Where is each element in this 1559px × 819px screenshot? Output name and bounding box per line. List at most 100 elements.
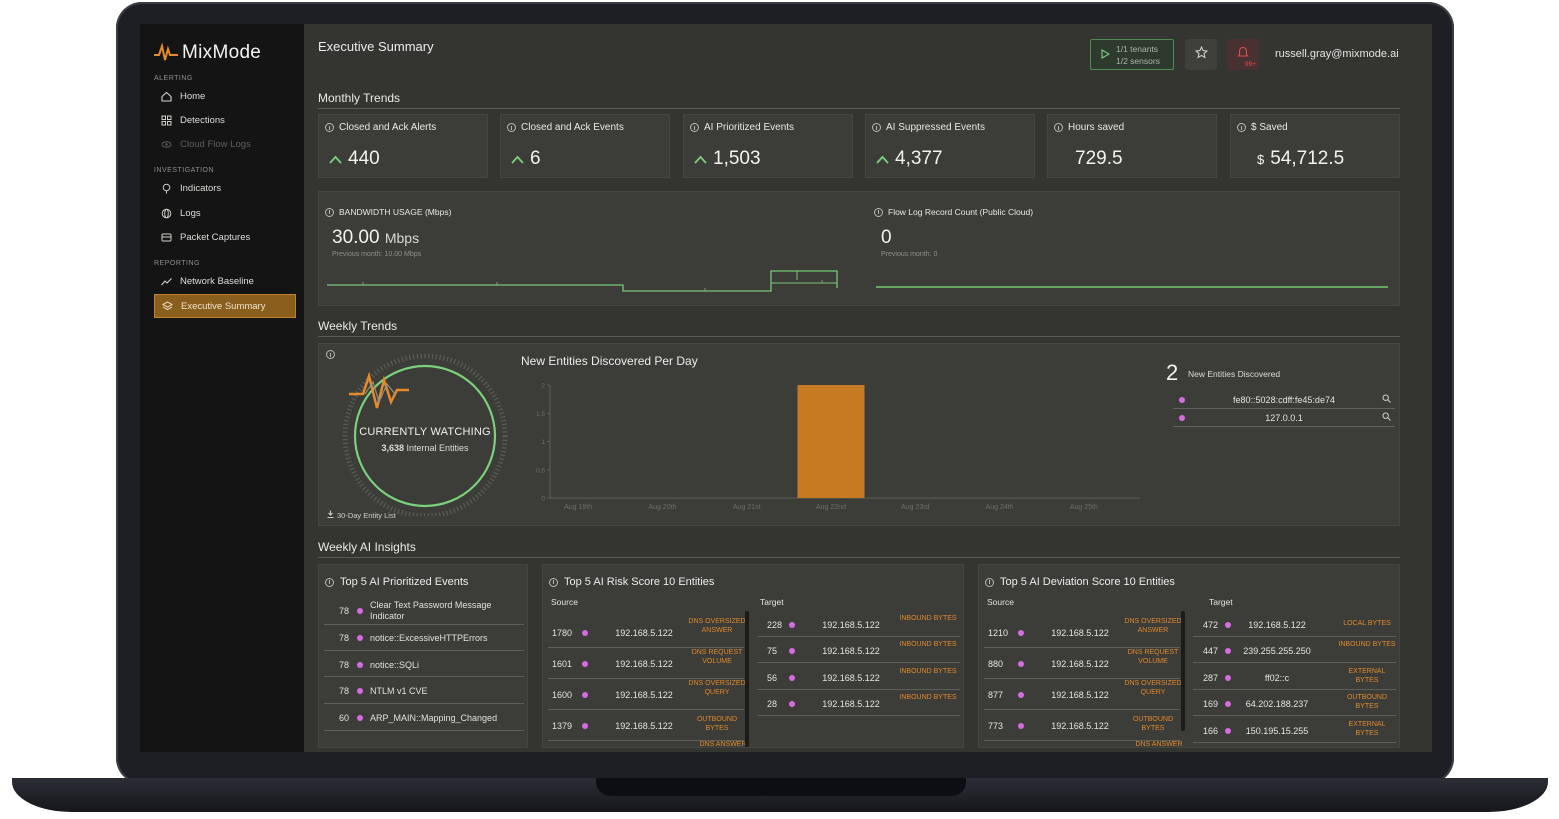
table-row[interactable]: 1379 192.168.5.122 OUTBOUND BYTES [548,710,744,741]
ip-address: 192.168.5.122 [615,721,673,731]
search-icon[interactable] [1382,394,1391,405]
watching-count: 3,638 [381,443,404,453]
info-icon[interactable] [874,207,883,217]
event-name: notice::ExcessiveHTTPErrors [370,633,488,643]
sidebar-item-detections[interactable]: Detections [154,108,296,132]
info-icon[interactable] [507,123,516,132]
kpi-value: $54,712.5 [1257,148,1344,170]
metric-tag: LOCAL BYTES [1343,620,1391,627]
metric-tag: INBOUND BYTES [899,641,957,649]
table-row[interactable]: 169 64.202.188.237 OUTBOUND BYTES [1193,690,1396,717]
target-column-header: Target [1209,597,1233,607]
kpi-label: Closed and Ack Alerts [325,122,436,133]
entity-row[interactable]: fe80::5028:cdff:fe45:de74 [1173,392,1395,409]
kpi-value: 6 [511,148,541,170]
entity-dot [582,723,588,729]
entity-address: fe80::5028:cdff:fe45:de74 [1233,395,1335,405]
info-icon[interactable] [1054,123,1063,132]
x-tick-label: Aug 25th [1070,504,1098,511]
favorite-button[interactable] [1185,39,1217,70]
scrollbar[interactable] [745,611,749,747]
table-row[interactable]: 1210 192.168.5.122 DNS OVERSIZED ANSWER [984,617,1182,648]
info-icon[interactable] [325,123,334,132]
brand-logo[interactable]: MixMode [154,42,261,64]
info-icon[interactable] [690,123,699,132]
list-item[interactable]: 78 notice::ExcessiveHTTPErrors [324,625,524,651]
table-row[interactable]: 447 239.255.255.250 INBOUND BYTES [1193,637,1396,664]
sidebar-item-network-baseline[interactable]: Network Baseline [154,269,296,293]
ip-address: 192.168.5.122 [822,699,880,710]
usage-card: BANDWIDTH USAGE (Mbps) 30.00 Mbps Previo… [318,191,1400,306]
table-row[interactable]: 166 150.195.15.255 EXTERNAL BYTES [1193,717,1396,743]
list-item[interactable]: 60 ARP_MAIN::Mapping_Changed [324,704,524,731]
table-row[interactable]: 880 192.168.5.122 DNS REQUEST VOLUME [984,648,1180,679]
entity-dot [1225,648,1231,655]
entity-dot [1225,622,1231,628]
event-dot [357,688,363,694]
ip-address: 192.168.5.122 [1051,628,1109,638]
table-row[interactable]: 1600 192.168.5.122 DNS OVERSIZED QUERY [548,679,746,710]
source-column-header: Source [551,597,578,607]
score: 773 [988,721,1004,731]
trend-up-icon [511,151,524,168]
flowlog-label: Flow Log Record Count (Public Cloud) [874,207,1033,217]
table-row[interactable]: 773 192.168.5.122 OUTBOUND BYTES [984,710,1180,741]
kpi-card: AI Prioritized Events 1,503 [683,114,853,178]
watching-subtitle: 3,638 Internal Entities [349,443,501,453]
grid-icon [161,115,172,126]
sidebar-item-executive-summary[interactable]: Executive Summary [154,294,296,318]
flowlog-value: 0 [881,227,892,248]
table-row[interactable]: 472 192.168.5.122 LOCAL BYTES [1193,611,1396,637]
table-row[interactable]: 877 192.168.5.122 DNS OVERSIZED QUERY [984,679,1182,710]
sidebar: MixMode ALERTING Home Detections Cloud F… [140,24,304,752]
info-icon[interactable] [326,350,335,359]
info-icon[interactable] [1237,123,1246,132]
table-row[interactable]: 1780 192.168.5.122 DNS OVERSIZED ANSWER [548,617,746,648]
kpi-label: Hours saved [1054,122,1124,133]
metric-tag: DNS REQUEST VOLUME [691,649,743,665]
table-row[interactable]: 228 192.168.5.122 INBOUND BYTES [757,611,960,637]
sidebar-item-indicators[interactable]: Indicators [154,176,296,200]
x-tick-label: Aug 22nd [816,504,846,511]
tenant-selector-button[interactable]: 1/1 tenants 1/2 sensors [1090,39,1174,70]
sidebar-item-logs[interactable]: Logs [154,201,296,225]
score: 169 [1203,699,1219,710]
entity-list-link[interactable]: 30-Day Entity List [327,510,396,520]
monthly-trends-title: Monthly Trends [318,91,401,105]
divider [318,108,1400,109]
ip-address: ff02::c [1264,672,1290,683]
list-item[interactable]: 78 notice::SQLi [324,651,524,677]
user-menu[interactable]: russell.gray@mixmode.ai [1275,48,1399,60]
info-icon[interactable] [549,577,558,587]
info-icon[interactable] [985,577,994,587]
nav-section-reporting: REPORTING [154,260,200,267]
event-name: Clear Text Password Message Indicator [370,600,492,621]
sidebar-item-cloud-flow-logs[interactable]: Cloud Flow Logs [154,132,296,156]
metric-tag: DNS ANSWER [699,741,747,748]
sidebar-item-home[interactable]: Home [154,84,296,108]
kpi-value: 1,503 [694,148,761,170]
table-row[interactable]: 28 192.168.5.122 INBOUND BYTES [757,690,960,717]
table-row[interactable]: 287 ff02::c EXTERNAL BYTES [1193,664,1396,690]
info-icon[interactable] [872,123,881,132]
x-tick-label: Aug 21st [733,504,761,511]
entity-dot [1225,674,1231,681]
info-icon[interactable] [325,577,334,587]
sidebar-item-label: Detections [180,114,225,126]
search-icon[interactable] [1382,412,1391,423]
table-row[interactable]: 75 192.168.5.122 INBOUND BYTES [757,637,960,664]
table-row[interactable]: 56 192.168.5.122 INBOUND BYTES [757,664,960,690]
kpi-number: 54,712.5 [1270,148,1345,169]
entity-dot [789,701,795,708]
scrollbar[interactable] [1181,611,1185,731]
sidebar-item-packet-captures[interactable]: Packet Captures [154,225,296,249]
list-item[interactable]: 78 Clear Text Password Message Indicator [324,597,524,625]
ip-address: 192.168.5.122 [1051,659,1109,669]
notifications-button[interactable]: 99+ [1227,39,1259,70]
source-column-header: Source [987,597,1014,607]
info-icon[interactable] [325,207,334,217]
table-row[interactable]: 1601 192.168.5.122 DNS REQUEST VOLUME [548,648,744,679]
metric-tag: OUTBOUND BYTES [696,716,738,732]
entity-row[interactable]: 127.0.0.1 [1173,410,1395,427]
list-item[interactable]: 78 NTLM v1 CVE [324,677,524,704]
